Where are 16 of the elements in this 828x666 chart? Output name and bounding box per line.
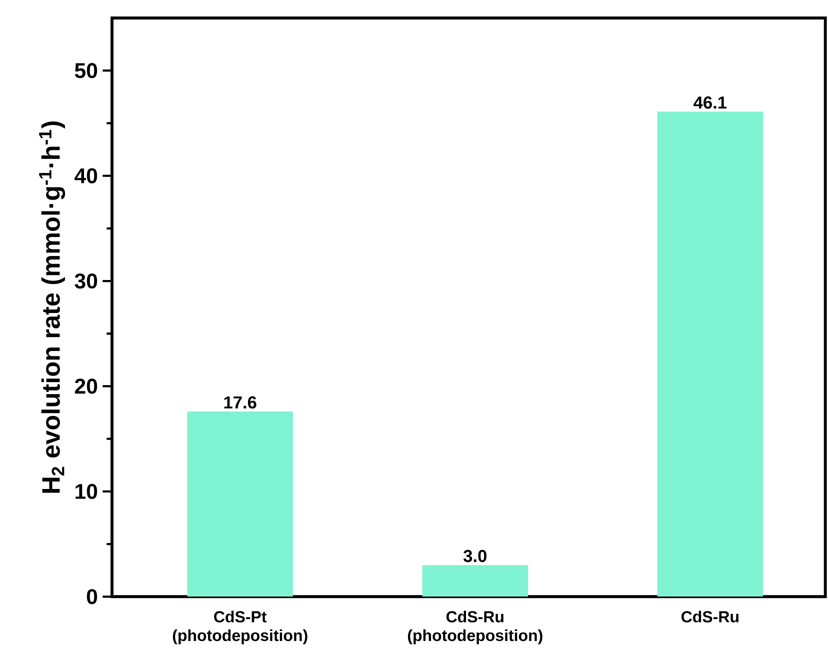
y-tick-label: 0 [86,589,98,604]
x-tick-label: CdS-Ru (photodeposition) [408,610,542,644]
x-tick-label: CdS-Ru [681,610,738,622]
bar [657,112,764,597]
y-tick-label: 10 [76,484,98,499]
bar [187,411,293,597]
y-tick-label: 20 [74,378,98,394]
y-axis-title: H$_{2}$ evolution rate (mmol·g$^{-1}$·h$^{-1}$) [39,122,66,493]
y-tick-label: 40 [74,168,98,184]
y-tick-label: 30 [74,273,98,289]
y-tick-label: 50 [74,63,98,78]
data-label: 3.0 [463,550,486,562]
data-label: 46.1 [694,96,727,109]
data-label: 17.6 [224,396,256,409]
bar [422,565,528,597]
x-tick-label: CdS-Pt (photodeposition) [172,610,308,644]
